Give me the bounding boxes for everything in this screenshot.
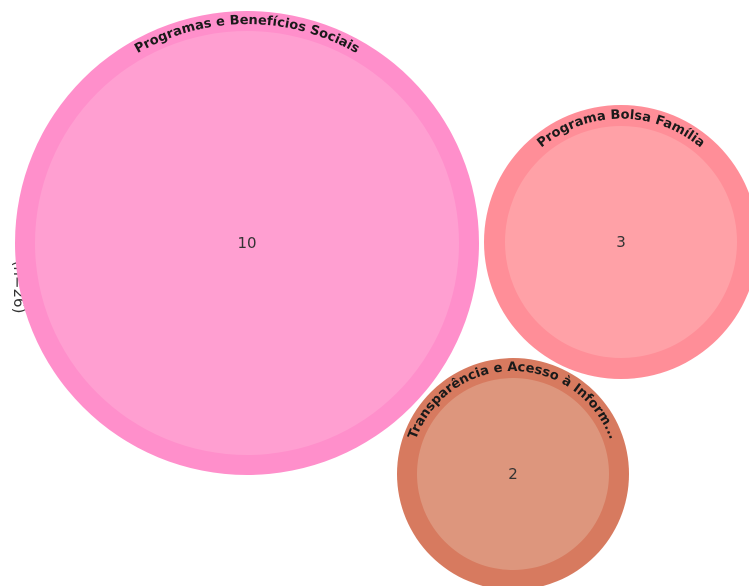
bubble-value: 2 — [508, 465, 518, 483]
bubble-inner-circle — [417, 378, 609, 570]
bubble-transparencia-acesso-informacao[interactable]: 2 Transparência e Acesso à Inform... — [397, 358, 629, 586]
bubble-inner-circle — [35, 31, 459, 455]
bubble-programa-bolsa-familia[interactable]: 3 Programa Bolsa Família — [484, 105, 749, 379]
bubble-value: 3 — [616, 233, 626, 251]
bubble-programas-beneficios-sociais[interactable]: 10 Programas e Benefícios Sociais — [15, 11, 479, 475]
bubble-value: 10 — [237, 234, 256, 252]
bubble-inner-circle — [505, 126, 737, 358]
